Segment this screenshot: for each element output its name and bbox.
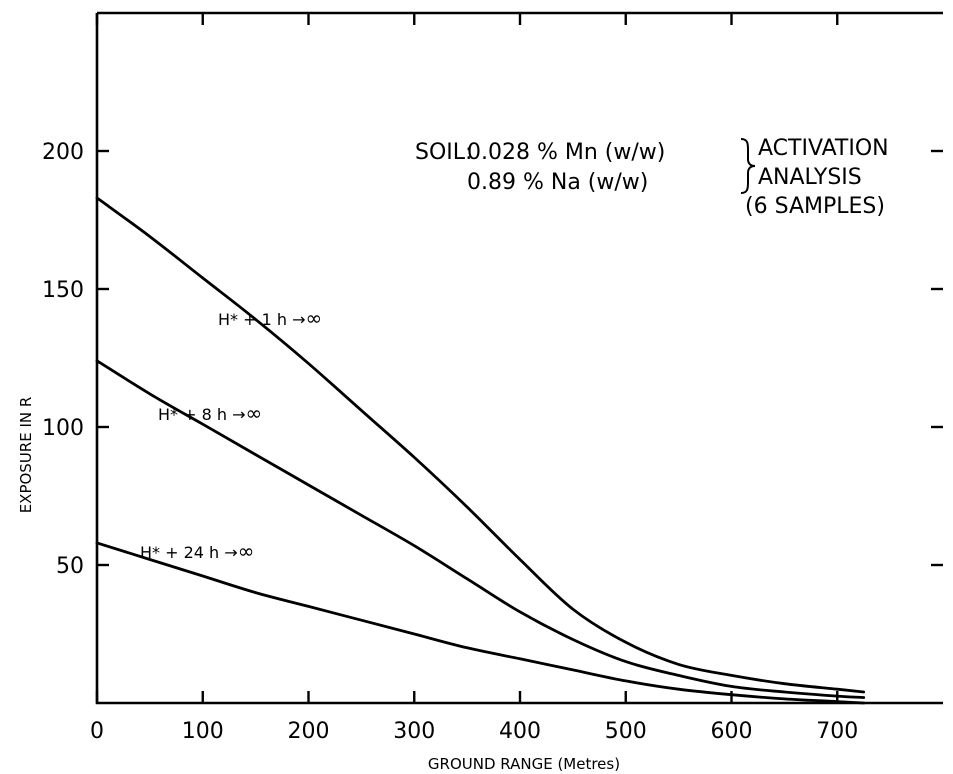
curve-label-arrow: → (224, 543, 237, 562)
annotation-mn: 0.028 % Mn (w/w) (467, 140, 665, 165)
y-tick-label: 100 (42, 416, 84, 441)
x-tick-label: 100 (182, 719, 224, 744)
curve-label-text: H* + 1 h →∞ (218, 306, 322, 330)
infinity-symbol: ∞ (238, 539, 255, 563)
x-axis-title: GROUND RANGE (Metres) (428, 755, 620, 773)
axis-ticks (95, 13, 943, 703)
x-tick-label: 600 (711, 719, 753, 744)
annotation-na: 0.89 % Na (w/w) (467, 170, 648, 195)
x-tick-label: 200 (288, 719, 330, 744)
annotation-brace (740, 138, 756, 194)
x-tick-label: 500 (605, 719, 647, 744)
curve-series-1 (95, 196, 866, 694)
axis-left-bottom (95, 13, 943, 705)
curve-label-series-2: H* + 8 h →∞ (158, 401, 262, 425)
curves (95, 196, 866, 705)
y-axis-title: EXPOSURE IN R (17, 397, 35, 514)
x-tick-label: 300 (393, 719, 435, 744)
plot-axes (95, 11, 943, 705)
infinity-symbol: ∞ (246, 401, 263, 425)
x-tick-label: 400 (499, 719, 541, 744)
annotation-method-2: ANALYSIS (758, 165, 862, 190)
soil-annotation: SOIL: 0.028 % Mn (w/w) 0.89 % Na (w/w) A… (415, 136, 889, 219)
infinity-symbol: ∞ (306, 306, 323, 330)
x-tick-label: 0 (90, 719, 104, 744)
axis-tick-labels: 0 100 200 300 400 500 600 700 50 100 150 200 (42, 140, 858, 744)
curve-series-2 (95, 359, 866, 699)
curve-series-3 (95, 541, 866, 705)
curve-label-series-3: H* + 24 h →∞ (140, 539, 254, 563)
curve-label-series-1: H* + 1 h →∞ (218, 306, 322, 330)
x-tick-label: 700 (816, 719, 858, 744)
curve-label-arrow: → (232, 405, 245, 424)
annotation-method-3: (6 SAMPLES) (745, 194, 885, 219)
curve-label-arrow: → (292, 310, 305, 329)
curve-label-text: H* + 8 h →∞ (158, 401, 262, 425)
y-tick-label: 50 (56, 554, 84, 579)
curve-label-text: H* + 24 h →∞ (140, 539, 254, 563)
annotation-method-1: ACTIVATION (758, 136, 889, 161)
y-tick-label: 200 (42, 140, 84, 165)
curve-labels: H* + 1 h →∞ H* + 8 h →∞ H* + 24 h →∞ (140, 306, 322, 563)
y-tick-label: 150 (42, 278, 84, 303)
annotation-prefix: SOIL: (415, 140, 472, 165)
